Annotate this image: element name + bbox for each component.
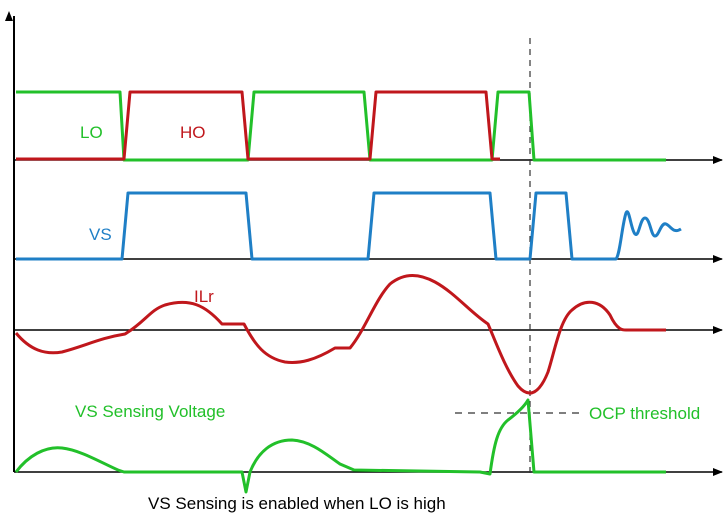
ocp-threshold-label: OCP threshold xyxy=(589,404,700,423)
lo-waveform xyxy=(16,90,666,162)
vs-sensing-waveform xyxy=(14,398,666,494)
caption: VS Sensing is enabled when LO is high xyxy=(148,494,446,513)
ho-waveform xyxy=(16,90,500,161)
ho-label: HO xyxy=(180,123,206,142)
vs-sensing-voltage-label: VS Sensing Voltage xyxy=(75,402,225,421)
vs-label: VS xyxy=(89,225,112,244)
ilr-label: ILr xyxy=(194,287,214,306)
ilr-waveform xyxy=(14,274,666,395)
vs-waveform xyxy=(16,191,682,261)
lo-label: LO xyxy=(80,123,103,142)
